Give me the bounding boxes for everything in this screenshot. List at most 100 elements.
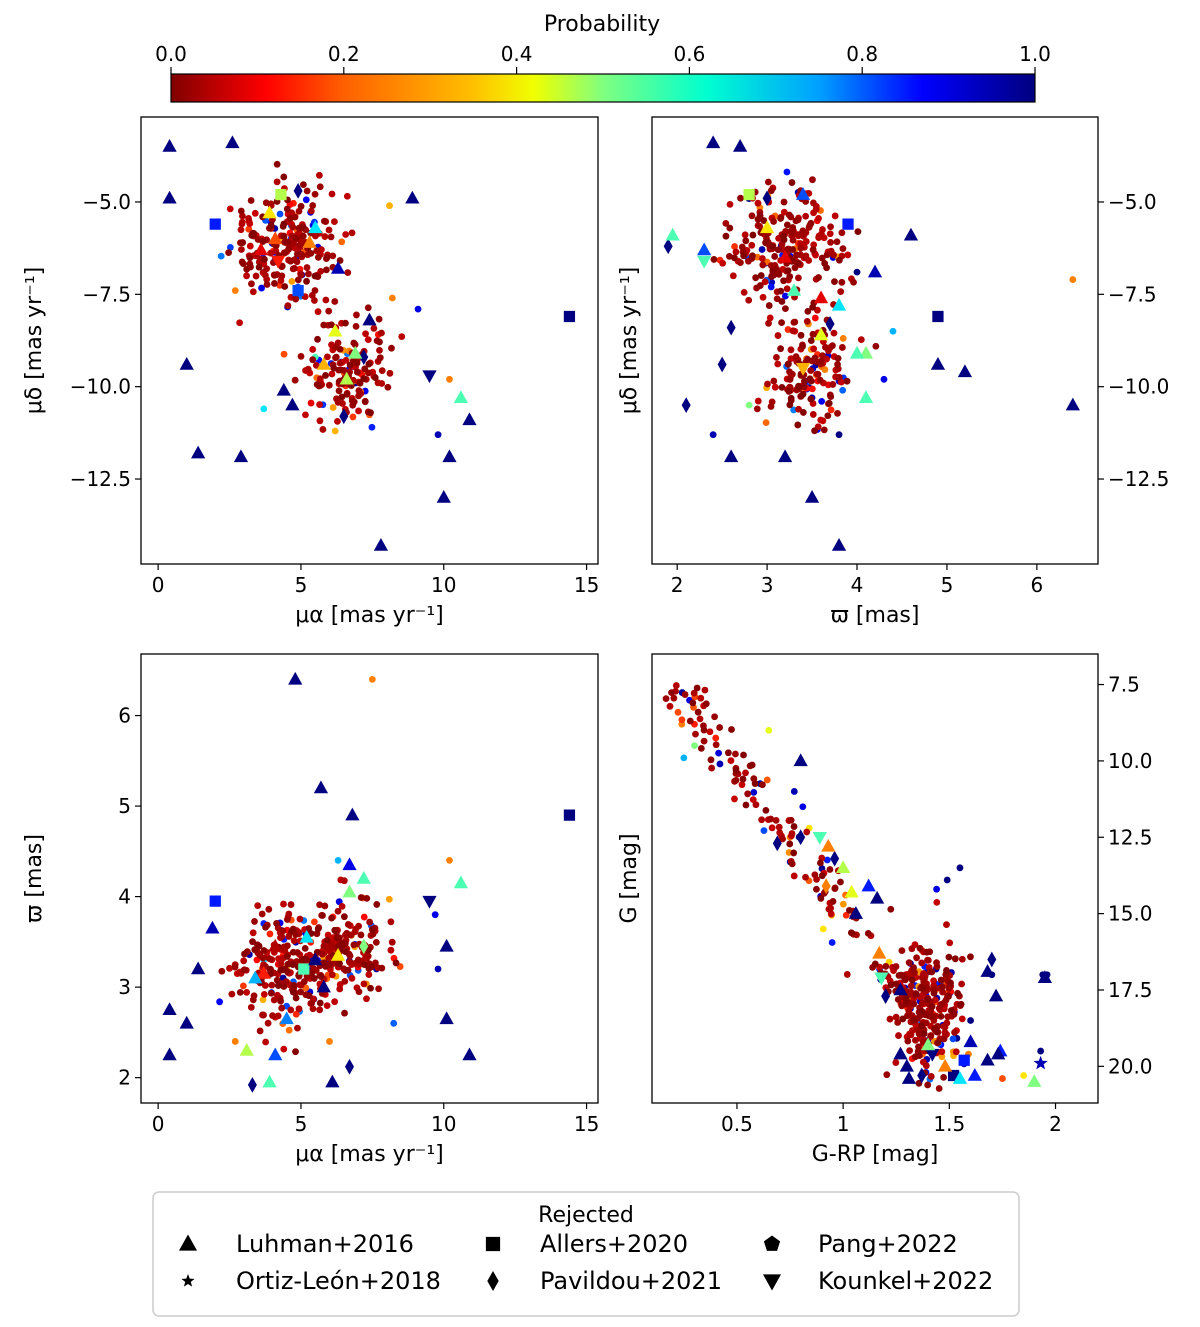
member-point bbox=[943, 966, 950, 974]
member-point bbox=[285, 1026, 293, 1034]
member-point bbox=[328, 321, 335, 329]
member-point bbox=[267, 989, 275, 997]
x-tick-label: 2 bbox=[1049, 1112, 1062, 1136]
member-point bbox=[767, 403, 775, 410]
member-point bbox=[338, 238, 346, 246]
member-point bbox=[807, 367, 815, 374]
member-point bbox=[842, 911, 850, 919]
member-point bbox=[817, 416, 825, 424]
axes-frame bbox=[140, 116, 599, 565]
member-point bbox=[775, 823, 783, 831]
member-point bbox=[336, 985, 344, 993]
rejected-diamond-marker bbox=[825, 316, 835, 332]
member-point bbox=[252, 272, 260, 280]
legend-entry-label: Pang+2022 bbox=[818, 1230, 958, 1258]
member-point bbox=[797, 331, 805, 339]
member-point bbox=[662, 695, 670, 703]
member-point bbox=[777, 215, 784, 222]
member-point bbox=[780, 232, 787, 240]
member-point bbox=[299, 232, 307, 240]
member-point bbox=[278, 933, 286, 941]
member-point bbox=[933, 885, 940, 893]
member-point bbox=[360, 980, 368, 988]
member-point bbox=[839, 245, 847, 253]
member-point bbox=[292, 295, 300, 303]
member-point bbox=[388, 344, 395, 352]
member-point bbox=[838, 344, 846, 351]
rejected-triangle-up-marker bbox=[462, 1047, 477, 1061]
member-point bbox=[780, 208, 788, 216]
rejected-triangle-up-marker bbox=[706, 135, 721, 149]
member-point bbox=[280, 982, 288, 990]
member-point bbox=[924, 956, 931, 964]
rejected-triangle-up-marker bbox=[453, 390, 469, 404]
member-point bbox=[771, 383, 779, 391]
member-point bbox=[827, 238, 835, 246]
member-point bbox=[999, 1075, 1006, 1082]
member-point bbox=[446, 856, 453, 864]
member-point bbox=[357, 931, 365, 939]
rejected-triangle-up-marker bbox=[439, 938, 454, 952]
y-tick-label: 6 bbox=[118, 704, 131, 728]
member-point bbox=[716, 724, 724, 731]
member-point bbox=[788, 830, 796, 837]
rejected-diamond-marker bbox=[917, 1067, 927, 1084]
member-point bbox=[274, 982, 282, 989]
member-point bbox=[786, 401, 794, 409]
member-point bbox=[388, 938, 396, 946]
member-point bbox=[920, 978, 928, 986]
member-point bbox=[324, 931, 332, 939]
member-point bbox=[279, 966, 287, 974]
member-point bbox=[748, 212, 756, 220]
member-point bbox=[690, 689, 698, 697]
rejected-triangle-up-marker bbox=[253, 242, 269, 256]
member-point bbox=[332, 354, 339, 362]
rejected-square-marker bbox=[292, 285, 304, 297]
member-point bbox=[290, 982, 298, 989]
member-point bbox=[217, 252, 225, 260]
member-point bbox=[957, 1000, 965, 1008]
member-point bbox=[742, 769, 749, 777]
member-point bbox=[804, 307, 812, 315]
member-point bbox=[710, 256, 718, 263]
member-point bbox=[336, 345, 344, 353]
member-point bbox=[292, 1048, 299, 1056]
member-point bbox=[756, 212, 764, 220]
rejected-diamond-marker bbox=[359, 938, 369, 955]
member-point bbox=[740, 289, 748, 296]
member-point bbox=[791, 264, 799, 272]
member-point bbox=[783, 221, 791, 229]
member-point bbox=[807, 337, 815, 344]
member-point bbox=[910, 1017, 918, 1024]
member-point bbox=[740, 252, 748, 260]
member-point bbox=[787, 346, 795, 354]
member-point bbox=[823, 251, 831, 259]
rejected-triangle-down-marker bbox=[422, 370, 437, 384]
axes-frame bbox=[140, 653, 599, 1104]
rejected-diamond-marker bbox=[717, 356, 727, 373]
rejected-triangle-up-marker bbox=[869, 890, 885, 904]
member-point bbox=[239, 239, 247, 246]
member-point bbox=[278, 1004, 286, 1012]
member-point bbox=[769, 267, 777, 274]
member-point bbox=[368, 423, 376, 431]
member-point bbox=[784, 360, 792, 368]
member-point bbox=[886, 1015, 894, 1023]
rejected-triangle-up-marker bbox=[831, 538, 847, 551]
rejected-diamond-marker bbox=[881, 988, 891, 1004]
member-point bbox=[314, 253, 322, 261]
member-point bbox=[246, 242, 254, 250]
member-point bbox=[789, 327, 797, 335]
member-point bbox=[284, 960, 292, 968]
member-point bbox=[774, 360, 782, 368]
member-point bbox=[843, 377, 851, 385]
member-point bbox=[744, 790, 752, 798]
member-point bbox=[760, 827, 768, 834]
member-point bbox=[722, 219, 730, 227]
member-point bbox=[316, 999, 324, 1007]
rejected-triangle-up-marker bbox=[665, 227, 680, 241]
member-point bbox=[317, 267, 325, 275]
rejected-triangle-up-marker bbox=[836, 860, 851, 874]
member-point bbox=[247, 1003, 255, 1011]
y-tick-label: −10.0 bbox=[70, 375, 131, 399]
